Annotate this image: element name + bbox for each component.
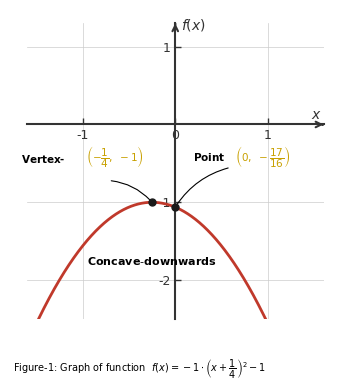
Text: $\mathbf{Point}$: $\mathbf{Point}$ <box>193 151 226 163</box>
Text: $\left(-\dfrac{1}{4},\ -1\right)$: $\left(-\dfrac{1}{4},\ -1\right)$ <box>86 144 144 170</box>
Text: $x$: $x$ <box>311 108 322 122</box>
Text: $\mathbf{Vertex}$-: $\mathbf{Vertex}$- <box>21 154 66 165</box>
Text: $\left(0,\ -\dfrac{17}{16}\right)$: $\left(0,\ -\dfrac{17}{16}\right)$ <box>236 144 291 170</box>
Text: $f(x)$: $f(x)$ <box>181 17 206 33</box>
Text: Figure-1: Graph of function  $f(x) = -1\cdot\left(x+\dfrac{1}{4}\right)^2 -1$: Figure-1: Graph of function $f(x) = -1\c… <box>13 358 267 381</box>
Text: $\mathbf{Concave\text{-}downwards}$: $\mathbf{Concave\text{-}downwards}$ <box>87 255 217 266</box>
